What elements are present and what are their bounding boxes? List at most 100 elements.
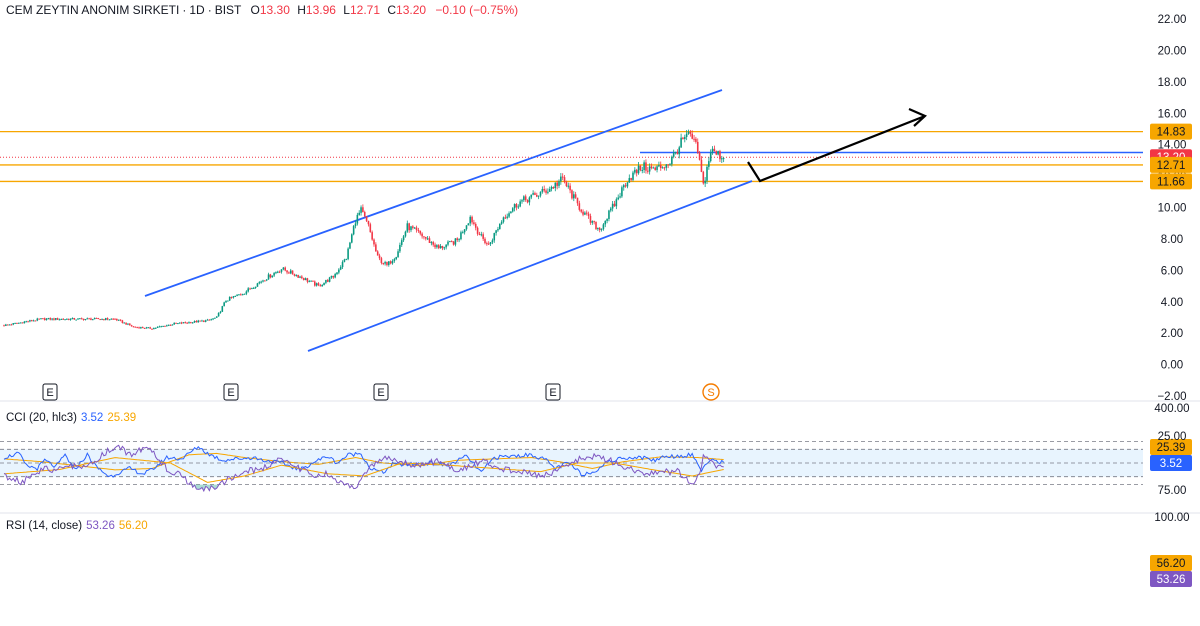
candle-body — [425, 237, 427, 239]
channel-lower-line — [307, 180, 753, 352]
interval[interactable]: 1D — [189, 3, 205, 17]
candle-body — [384, 262, 386, 264]
candle-body — [658, 165, 660, 167]
candle-body — [278, 271, 281, 273]
candle-body — [436, 245, 438, 248]
candle-body — [708, 161, 710, 167]
candle-body — [704, 180, 706, 184]
candle-body — [134, 326, 137, 328]
earnings-marker-box — [42, 383, 58, 401]
candle-body — [669, 164, 671, 166]
candle-body — [30, 320, 33, 322]
cci-axis-label: 400.00 — [1154, 403, 1189, 415]
candle-body — [589, 215, 592, 223]
candle-body — [73, 317, 76, 320]
open-value: 13.30 — [259, 3, 290, 17]
candle-body — [597, 227, 599, 229]
candle-body — [49, 318, 52, 320]
candle-body — [585, 212, 588, 214]
rsi-legend[interactable]: RSI (14, close) 53.26 56.20 — [6, 520, 148, 532]
candle-body — [610, 208, 612, 211]
price-tag-label: 14.83 — [1157, 127, 1186, 139]
candle-body — [558, 181, 560, 186]
candle-body — [645, 162, 647, 171]
candle-body — [66, 318, 68, 320]
projection-arrow-head — [908, 107, 927, 127]
candle-body — [497, 229, 499, 231]
candle-body — [454, 238, 457, 245]
candle-body — [428, 238, 431, 243]
candle-body — [530, 194, 533, 198]
candle-body — [706, 166, 708, 181]
event-marker: E — [223, 383, 239, 401]
candle-body — [430, 242, 433, 244]
dividend-marker-circle — [702, 383, 720, 401]
candle-body — [721, 158, 723, 160]
candle-body — [639, 165, 642, 171]
candle-body — [301, 276, 303, 279]
candle-body — [395, 257, 397, 260]
candle-body — [162, 325, 164, 327]
candle-body — [536, 194, 538, 197]
candle-body — [132, 326, 135, 328]
candle-body — [10, 324, 13, 326]
candle-body — [378, 255, 381, 259]
candle-body — [127, 323, 129, 325]
candle-body — [676, 151, 679, 155]
candle-body — [382, 262, 385, 264]
candle-body — [190, 322, 192, 324]
candle-body — [103, 319, 105, 321]
candle-body — [547, 191, 549, 193]
candle-body — [717, 151, 719, 155]
candle-body — [269, 274, 272, 278]
candle-body — [193, 321, 196, 323]
candle-body — [160, 326, 163, 328]
candle-body — [602, 224, 605, 230]
candle-body — [206, 319, 209, 321]
low-label: L — [343, 3, 350, 17]
candle-body — [208, 319, 211, 321]
candle-body — [404, 231, 407, 237]
candle-body — [99, 319, 101, 321]
candle-body — [437, 245, 440, 249]
candle-body — [567, 185, 570, 187]
candle-body — [264, 280, 266, 282]
candle-body — [517, 206, 520, 208]
candle-body — [325, 280, 327, 283]
candle-body — [719, 151, 721, 160]
candle-body — [593, 221, 595, 223]
candle-body — [164, 325, 166, 327]
candle-body — [419, 230, 422, 234]
candle-body — [153, 328, 155, 330]
candle-body — [695, 138, 697, 142]
candle-body — [297, 274, 299, 278]
price-tick-label: 2.00 — [1161, 328, 1183, 340]
candle-body — [460, 232, 462, 240]
candle-body — [271, 275, 274, 278]
candle-body — [452, 241, 455, 245]
symbol-header[interactable]: CEM ZEYTIN ANONIM SIRKETI · 1D · BIST O13.30… — [6, 3, 519, 17]
candle-body — [656, 166, 658, 170]
candle-body — [400, 240, 403, 245]
candle-body — [339, 267, 342, 270]
price-tag-label: 11.66 — [1157, 176, 1185, 188]
candle-body — [654, 167, 656, 170]
candle-body — [447, 241, 449, 245]
high-label: H — [297, 3, 306, 17]
projection-arrow-path — [747, 114, 926, 183]
candle-body — [247, 288, 249, 292]
candle-body — [456, 238, 459, 241]
cci-legend[interactable]: CCI (20, hlc3) 3.52 25.39 — [6, 412, 136, 424]
price-tick-label: 18.00 — [1158, 77, 1187, 89]
price-tick-label: 22.00 — [1158, 14, 1187, 26]
candle-body — [462, 232, 464, 234]
candle-body — [358, 212, 360, 215]
candle-body — [474, 223, 477, 228]
change-value: −0.10 (−0.75%) — [435, 3, 519, 17]
candle-body — [38, 318, 40, 320]
price-tag: 14.83 — [1150, 123, 1192, 140]
candle-body — [375, 244, 377, 252]
candle-body — [273, 273, 275, 276]
candle-body — [265, 279, 268, 281]
